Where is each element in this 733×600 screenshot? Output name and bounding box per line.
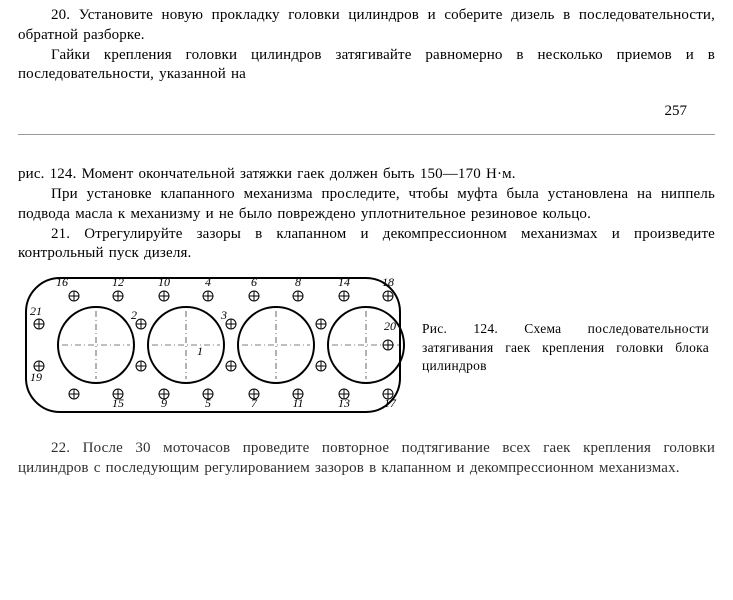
svg-text:17: 17	[384, 396, 397, 410]
svg-text:12: 12	[112, 275, 124, 289]
figure-124-caption: Рис. 124. Схема последовательности затяг…	[408, 320, 715, 375]
svg-text:10: 10	[158, 275, 170, 289]
para-20: 20. Установите новую прокладку головки ц…	[18, 6, 715, 46]
svg-text:8: 8	[295, 275, 301, 289]
svg-text:2: 2	[131, 308, 137, 322]
svg-text:14: 14	[338, 275, 350, 289]
svg-text:4: 4	[205, 275, 211, 289]
figure-124: 161210468141821232019115957111317 Рис. 1…	[18, 270, 715, 425]
page: 20. Установите новую прокладку головки ц…	[0, 0, 733, 489]
svg-text:18: 18	[382, 275, 394, 289]
page-number: 257	[18, 103, 687, 120]
svg-text:11: 11	[292, 396, 303, 410]
para-cont-valve: При установке клапанного механизма просл…	[18, 185, 715, 225]
svg-text:13: 13	[338, 396, 350, 410]
svg-text:21: 21	[30, 304, 42, 318]
page-divider	[18, 134, 715, 135]
svg-text:1: 1	[197, 344, 203, 358]
para-cont-124: рис. 124. Момент окончательной затяжки г…	[18, 165, 715, 185]
svg-text:16: 16	[56, 275, 68, 289]
para-20-cont: Гайки крепления головки цилиндров затяги…	[18, 46, 715, 86]
svg-text:19: 19	[30, 370, 42, 384]
para-21: 21. Отрегулируйте зазоры в клапанном и д…	[18, 225, 715, 265]
svg-text:5: 5	[205, 396, 211, 410]
svg-text:20: 20	[384, 319, 396, 333]
para-22: 22. После 30 моточасов проведите повторн…	[18, 439, 715, 479]
figure-124-diagram: 161210468141821232019115957111317	[18, 270, 408, 425]
svg-text:3: 3	[220, 308, 227, 322]
svg-text:7: 7	[251, 396, 258, 410]
svg-text:6: 6	[251, 275, 257, 289]
